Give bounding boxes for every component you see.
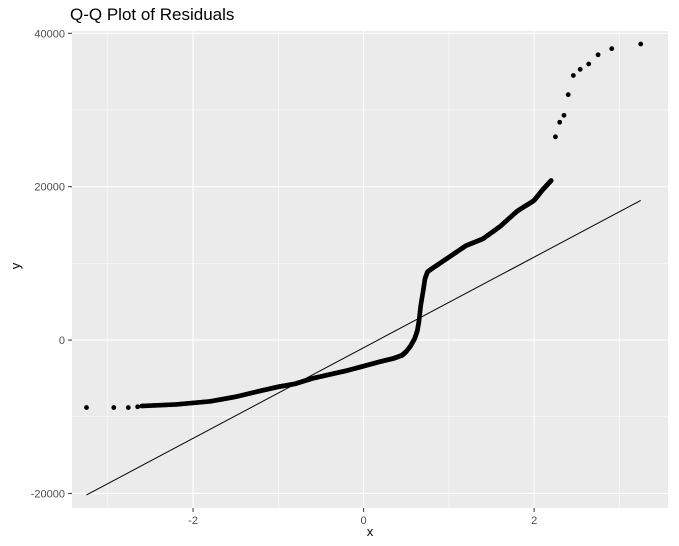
data-point [84,405,89,410]
data-point [557,119,563,125]
data-point [111,405,117,410]
qq-reference-line [86,200,641,496]
plot-panel [72,31,668,508]
data-point [609,46,615,52]
x-tick-label: 0 [361,515,367,527]
data-point [586,61,592,67]
data-point [638,41,644,47]
y-tick-label: -20000 [31,488,65,500]
data-point [595,52,601,58]
reference-line-layer [86,200,641,496]
data-points-layer [84,41,644,410]
grid-lines [72,31,668,508]
y-tick-label: 40000 [34,28,65,40]
data-point [553,134,558,140]
data-point [570,73,576,78]
data-point [565,92,571,98]
y-tick-label: 20000 [34,182,65,194]
chart-title: Q-Q Plot of Residuals [70,5,235,24]
y-axis-title: y [8,262,23,269]
data-point [561,112,567,118]
y-tick-label: 0 [59,335,65,347]
data-point [577,66,583,72]
data-point [135,404,141,410]
x-tick-label: -2 [188,515,198,527]
y-axis-ticks: -20000 0 20000 40000 [31,28,72,500]
x-axis-title: x [367,524,374,539]
data-point [548,178,554,183]
x-tick-label: 2 [531,515,537,527]
data-point [125,405,131,410]
x-axis-ticks: -2 0 2 [188,508,537,527]
